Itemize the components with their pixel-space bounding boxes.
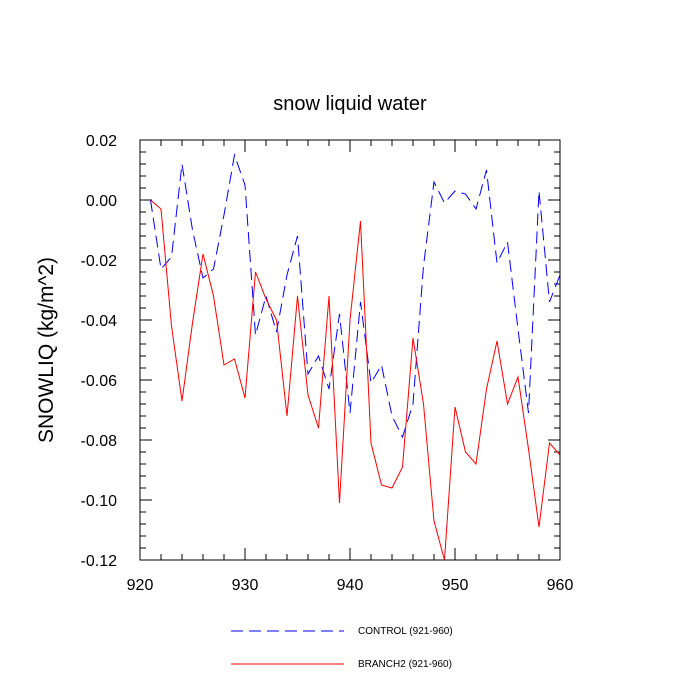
y-tick-label: -0.02 (81, 253, 118, 270)
y-tick-label: -0.04 (81, 313, 118, 330)
x-tick-label: 950 (442, 577, 469, 594)
y-tick-label: 0.00 (86, 193, 117, 210)
x-tick-label: 960 (547, 577, 574, 594)
y-tick-label: -0.08 (81, 433, 118, 450)
series-lines (150, 153, 561, 561)
legend-label-control: CONTROL (921-960) (358, 626, 453, 637)
series-line-branch2 (150, 199, 561, 561)
y-tick-label: -0.06 (81, 373, 118, 390)
x-tick-label: 940 (337, 577, 364, 594)
plot-frame (139, 139, 561, 561)
y-tick-label: -0.12 (81, 553, 118, 570)
y-tick-label: -0.10 (81, 493, 118, 510)
chart-title: snow liquid water (273, 93, 427, 115)
legend-label-branch2: BRANCH2 (921-960) (358, 659, 452, 670)
y-tick-label: 0.02 (86, 133, 117, 150)
x-tick-label: 920 (127, 577, 154, 594)
x-tick-label: 930 (232, 577, 259, 594)
axis-tick-labels: 920 930 940 950 960 0.02 0.00 -0.02 -0.04 -0.06 -0… (81, 133, 574, 594)
y-axis-label: SNOWLIQ (kg/m^2) (35, 257, 58, 443)
legend: CONTROL (921-960) BRANCH2 (921-960) (231, 626, 453, 670)
axis-ticks (139, 139, 561, 561)
series-line-control (150, 153, 561, 439)
